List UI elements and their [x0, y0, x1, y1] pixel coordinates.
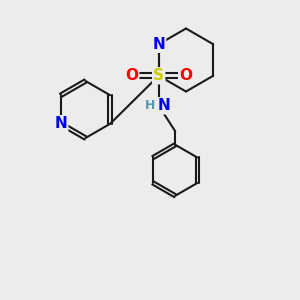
Text: N: N — [152, 37, 165, 52]
Text: O: O — [179, 68, 192, 83]
Text: N: N — [54, 116, 67, 131]
Text: S: S — [153, 68, 164, 83]
Text: N: N — [158, 98, 170, 113]
Text: O: O — [125, 68, 138, 83]
Text: H: H — [145, 99, 155, 112]
